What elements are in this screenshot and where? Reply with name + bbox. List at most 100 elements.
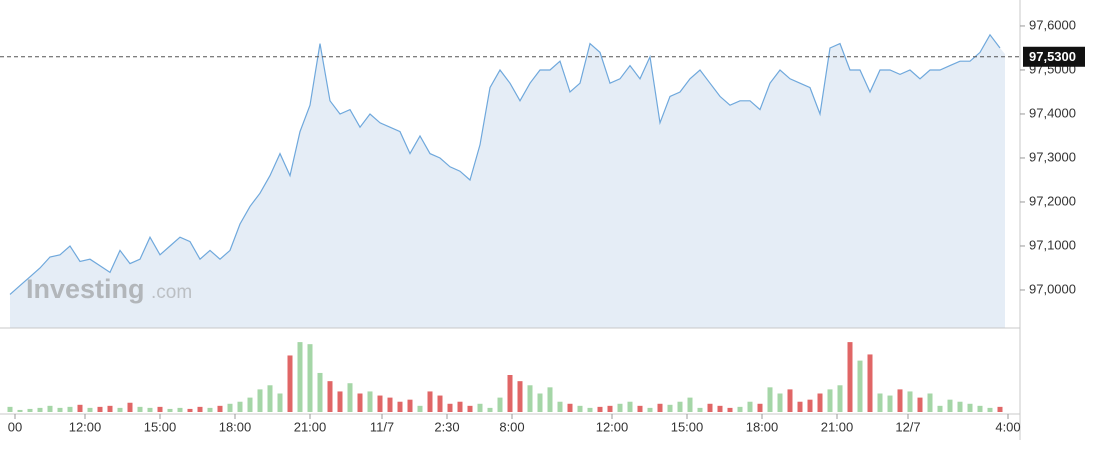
volume-bar bbox=[197, 406, 203, 412]
volume-bar bbox=[677, 401, 683, 412]
volume-bar bbox=[817, 393, 823, 412]
volume-bar bbox=[737, 406, 743, 412]
current-price-label: 97,5300 bbox=[1029, 49, 1076, 64]
volume-bar bbox=[157, 406, 163, 412]
y-tick-label: 97,0000 bbox=[1029, 281, 1076, 296]
volume-bar bbox=[237, 401, 243, 412]
volume-bar bbox=[247, 397, 253, 412]
volume-bar bbox=[587, 407, 593, 412]
volume-bar bbox=[37, 407, 43, 412]
volume-bar bbox=[637, 405, 643, 412]
volume-bar bbox=[497, 397, 503, 412]
volume-bar bbox=[857, 360, 863, 412]
volume-bar bbox=[597, 406, 603, 412]
volume-bar bbox=[337, 391, 343, 412]
volume-bar bbox=[907, 391, 913, 412]
volume-bar bbox=[227, 403, 233, 412]
volume-bar bbox=[147, 407, 153, 412]
volume-bar bbox=[557, 401, 563, 412]
volume-bar bbox=[277, 393, 283, 412]
y-tick-label: 97,2000 bbox=[1029, 193, 1076, 208]
volume-bar bbox=[327, 381, 333, 412]
volume-bar bbox=[517, 381, 523, 412]
volume-bar bbox=[97, 406, 103, 412]
volume-bar bbox=[127, 402, 133, 412]
volume-bar bbox=[867, 354, 873, 412]
volume-bar bbox=[957, 401, 963, 412]
x-tick-label: 2:30 bbox=[434, 419, 459, 434]
price-line bbox=[9, 33, 1001, 295]
volume-bar bbox=[187, 408, 193, 412]
volume-bar bbox=[727, 407, 733, 412]
volume-bar bbox=[647, 407, 653, 412]
x-tick-label: 15:00 bbox=[144, 419, 177, 434]
volume-bar bbox=[757, 403, 763, 412]
volume-bar bbox=[897, 389, 903, 412]
volume-bar bbox=[707, 403, 713, 412]
x-tick-label: 21:00 bbox=[294, 419, 327, 434]
volume-bar bbox=[887, 395, 893, 412]
volume-bar bbox=[217, 405, 223, 412]
volume-bar bbox=[947, 399, 953, 412]
x-tick-label: 21:00 bbox=[821, 419, 854, 434]
x-tick-label: 18:00 bbox=[746, 419, 779, 434]
volume-bar bbox=[577, 405, 583, 412]
volume-bar bbox=[787, 389, 793, 412]
volume-bar bbox=[607, 405, 613, 412]
volume-bar bbox=[617, 403, 623, 412]
y-tick-label: 97,1000 bbox=[1029, 237, 1076, 252]
x-tick-label: 12/7 bbox=[895, 419, 920, 434]
volume-bar bbox=[167, 408, 173, 412]
volume-bar bbox=[697, 407, 703, 412]
volume-bar bbox=[567, 403, 573, 412]
volume-bar bbox=[937, 405, 943, 412]
volume-bar bbox=[417, 405, 423, 412]
volume-bar bbox=[267, 385, 273, 412]
volume-bar bbox=[207, 407, 213, 412]
x-tick-label: 11/7 bbox=[370, 419, 394, 434]
volume-bar bbox=[967, 403, 973, 412]
volume-bar bbox=[427, 391, 433, 412]
volume-bar bbox=[627, 401, 633, 412]
volume-bar bbox=[837, 385, 843, 412]
x-tick-label: 15:00 bbox=[671, 419, 704, 434]
volume-bar bbox=[927, 393, 933, 412]
volume-bar bbox=[7, 406, 13, 412]
watermark-suffix: .com bbox=[151, 282, 192, 303]
volume-bar bbox=[257, 389, 263, 412]
volume-bar bbox=[827, 389, 833, 412]
volume-bar bbox=[287, 355, 293, 412]
volume-bar bbox=[537, 393, 543, 412]
x-tick-label: 8:00 bbox=[499, 419, 524, 434]
volume-bar bbox=[527, 385, 533, 412]
volume-bar bbox=[67, 406, 73, 412]
volume-bar bbox=[307, 344, 313, 412]
volume-bar bbox=[657, 403, 663, 412]
volume-bar bbox=[807, 399, 813, 412]
volume-bar bbox=[117, 407, 123, 412]
volume-bar bbox=[47, 405, 53, 412]
volume-bar bbox=[357, 393, 363, 412]
volume-bar bbox=[987, 407, 993, 412]
volume-bar bbox=[767, 387, 773, 412]
volume-bar bbox=[77, 404, 83, 412]
volume-bar bbox=[397, 401, 403, 412]
volume-bar bbox=[777, 393, 783, 412]
volume-bar bbox=[467, 405, 473, 412]
volume-bar bbox=[317, 372, 323, 412]
volume-bar bbox=[997, 406, 1003, 412]
volume-bar bbox=[57, 407, 63, 412]
current-price-box bbox=[1023, 46, 1085, 67]
volume-bar bbox=[667, 404, 673, 412]
price-area bbox=[10, 34, 1005, 329]
volume-bar bbox=[797, 401, 803, 412]
volume-bar bbox=[107, 405, 113, 412]
volume-bar bbox=[977, 405, 983, 412]
volume-bar bbox=[437, 395, 443, 412]
y-tick-label: 97,3000 bbox=[1029, 149, 1076, 164]
volume-bar bbox=[17, 409, 23, 412]
volume-bar bbox=[717, 405, 723, 412]
volume-bar bbox=[347, 383, 353, 412]
volume-bar bbox=[547, 387, 553, 412]
